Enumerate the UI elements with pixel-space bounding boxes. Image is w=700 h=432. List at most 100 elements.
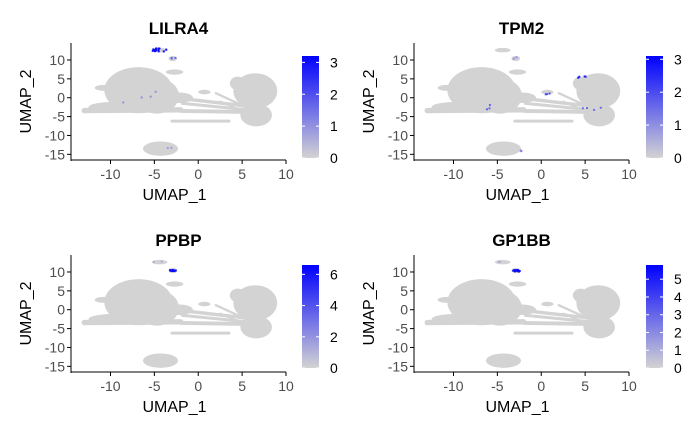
- data-point: [498, 260, 501, 263]
- cell-cluster: [178, 321, 253, 326]
- data-point: [545, 93, 548, 96]
- x-tick-label: -5: [491, 378, 504, 394]
- x-tick-label: -10: [443, 378, 463, 394]
- y-tick-label: -15: [388, 358, 408, 374]
- y-axis-label: UMAP_2: [361, 69, 378, 133]
- cell-cluster: [219, 312, 248, 326]
- cell-cluster: [81, 107, 184, 114]
- cell-cluster: [485, 353, 522, 368]
- x-axis-label: UMAP_1: [485, 399, 549, 416]
- cell-cluster: [151, 259, 168, 265]
- x-tick-label: -5: [491, 166, 504, 182]
- colorbar-tick-label: 2: [674, 84, 682, 100]
- y-tick-label: 10: [49, 52, 65, 68]
- colorbar-tick-label: 1: [330, 118, 338, 134]
- x-tick-label: 10: [278, 378, 294, 394]
- data-point: [169, 269, 172, 272]
- y-tick-label: -5: [53, 109, 66, 125]
- cell-cluster: [219, 100, 248, 114]
- y-tick-label: 0: [57, 90, 65, 106]
- cell-cluster: [494, 47, 511, 53]
- y-tick-label: 5: [400, 71, 408, 87]
- colorbar-tick-label: 2: [330, 86, 338, 102]
- data-point: [581, 107, 584, 110]
- data-point: [171, 269, 174, 272]
- cell-cluster: [178, 96, 262, 110]
- cell-cluster: [478, 290, 522, 326]
- cell-cluster: [511, 55, 521, 62]
- cell-cluster: [180, 101, 257, 113]
- colorbar-tick-label: 6: [330, 266, 338, 282]
- cell-cluster: [557, 304, 587, 319]
- data-point: [162, 50, 165, 53]
- colorbar-tick-label: 2: [330, 329, 338, 345]
- y-tick-label: -10: [45, 127, 65, 143]
- panel-title: PPBP: [155, 231, 201, 250]
- colorbar-tick-label: 5: [674, 271, 682, 287]
- data-point: [497, 260, 500, 263]
- data-point: [174, 56, 177, 59]
- cell-cluster: [229, 76, 246, 91]
- data-point: [151, 49, 154, 52]
- cell-cluster: [135, 78, 179, 114]
- data-point: [488, 107, 491, 110]
- x-tick-label: 0: [537, 378, 545, 394]
- colorbar-tick-label: 3: [674, 307, 682, 323]
- data-point: [122, 101, 125, 104]
- y-tick-label: 0: [400, 302, 408, 318]
- x-tick-label: 5: [238, 166, 246, 182]
- x-axis-label: UMAP_1: [142, 399, 206, 416]
- cell-cluster: [94, 296, 113, 303]
- cell-cluster: [424, 107, 527, 114]
- data-point: [170, 57, 173, 60]
- cell-cluster: [557, 92, 587, 107]
- cell-cluster: [572, 288, 589, 303]
- cell-cluster: [437, 84, 456, 91]
- x-tick-label: -5: [148, 378, 161, 394]
- data-point: [583, 75, 586, 78]
- cell-cluster: [424, 319, 527, 326]
- cell-cluster: [508, 281, 527, 287]
- data-point: [172, 269, 175, 272]
- panel-title: GP1BB: [492, 231, 551, 250]
- data-point: [578, 75, 581, 78]
- data-point: [512, 57, 515, 60]
- cell-cluster: [562, 312, 591, 326]
- colorbar-gradient: [646, 265, 663, 368]
- x-tick-label: 0: [194, 378, 202, 394]
- y-tick-label: 10: [392, 264, 408, 280]
- data-point: [485, 108, 488, 111]
- colorbar-tick-label: 0: [674, 150, 682, 166]
- cell-cluster: [229, 288, 246, 303]
- x-tick-label: -10: [100, 378, 120, 394]
- y-tick-label: 5: [57, 71, 65, 87]
- umap-cell-cloud: [424, 47, 621, 156]
- y-tick-label: -5: [53, 321, 66, 337]
- data-point: [160, 260, 163, 263]
- x-tick-label: 0: [537, 166, 545, 182]
- data-point: [513, 269, 516, 272]
- data-point: [140, 96, 143, 99]
- data-point: [153, 50, 156, 53]
- data-point: [519, 149, 522, 152]
- data-point: [512, 269, 515, 272]
- cell-cluster: [521, 308, 605, 322]
- feature-panel-3: PPBP -10 -5 0 5 10 -15 -10 -5 0 5 10 UMAP_1 UMAP_2 0 2 4…: [18, 231, 338, 416]
- data-point: [149, 95, 152, 98]
- data-point: [586, 107, 589, 110]
- data-point: [165, 48, 168, 51]
- data-point: [152, 260, 155, 263]
- expressing-cells: [152, 260, 177, 273]
- umap-cell-cloud: [81, 47, 278, 156]
- feature-panel-2: TPM2 -10 -5 0 5 10 -15 -10 -5 0 5 10 UMAP_1 UMAP_2 0 1 2…: [361, 19, 682, 204]
- data-point: [577, 76, 580, 79]
- y-tick-label: 5: [400, 283, 408, 299]
- cell-cluster: [508, 69, 527, 75]
- cell-cluster: [165, 281, 184, 287]
- cell-cluster: [178, 109, 253, 114]
- data-point: [174, 269, 177, 272]
- y-tick-label: -15: [388, 146, 408, 162]
- colorbar-tick-label: 4: [674, 289, 682, 305]
